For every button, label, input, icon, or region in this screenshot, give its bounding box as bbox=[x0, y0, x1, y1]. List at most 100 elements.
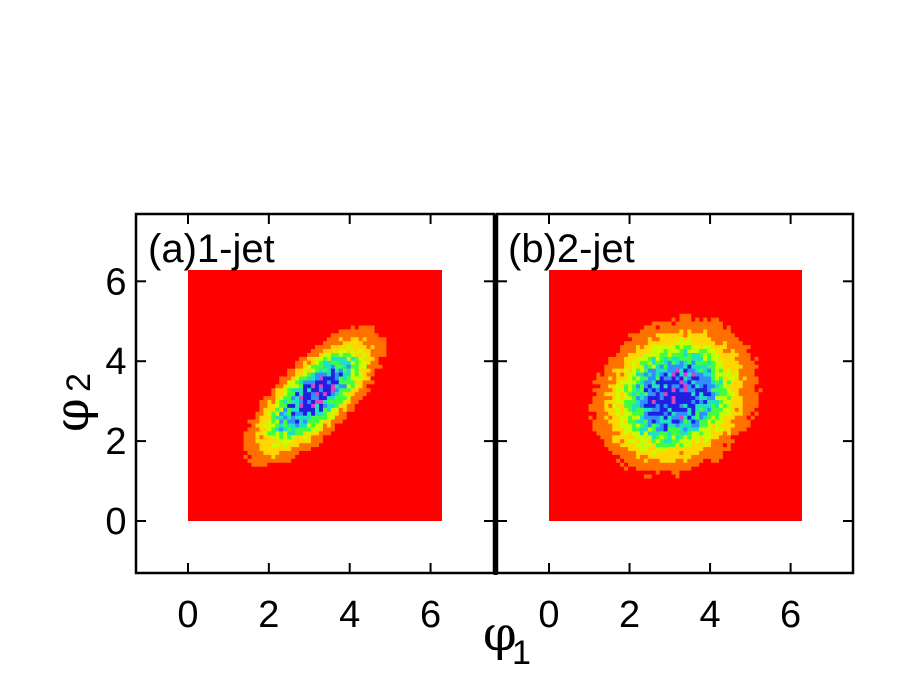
heatmap-cell bbox=[307, 509, 312, 514]
heatmap-cell bbox=[394, 497, 399, 502]
heatmap-cell bbox=[279, 481, 284, 487]
heatmap-cell bbox=[406, 387, 411, 393]
heatmap-cell bbox=[235, 513, 241, 518]
heatmap-cell bbox=[410, 438, 415, 444]
heatmap-cell bbox=[223, 422, 229, 428]
heatmap-cell bbox=[318, 430, 324, 436]
heatmap-cell bbox=[263, 438, 268, 444]
heatmap-cell bbox=[378, 383, 384, 389]
heatmap-cell bbox=[382, 458, 388, 463]
heatmap-cell bbox=[438, 293, 442, 299]
heatmap-cell bbox=[358, 505, 364, 510]
heatmap-cell bbox=[358, 379, 364, 385]
heatmap-cell bbox=[358, 273, 364, 279]
heatmap-cell bbox=[596, 360, 601, 365]
heatmap-cell bbox=[334, 430, 340, 436]
heatmap-cell bbox=[291, 446, 296, 451]
heatmap-cell bbox=[215, 313, 221, 318]
heatmap-cell bbox=[291, 407, 296, 412]
heatmap-cell bbox=[215, 470, 221, 475]
heatmap-cell bbox=[263, 497, 268, 502]
heatmap-cell bbox=[315, 399, 320, 404]
heatmap-cell bbox=[362, 277, 368, 283]
heatmap-cell bbox=[398, 368, 403, 373]
heatmap-cell bbox=[227, 379, 233, 385]
heatmap-cell bbox=[299, 368, 304, 373]
heatmap-cell bbox=[295, 371, 300, 377]
heatmap-cell bbox=[354, 493, 360, 499]
heatmap-cell bbox=[592, 391, 598, 397]
heatmap-cell bbox=[188, 407, 193, 412]
heatmap-cell bbox=[251, 368, 257, 373]
heatmap-cell bbox=[279, 387, 284, 393]
heatmap-cell bbox=[263, 305, 268, 310]
heatmap-cell bbox=[370, 387, 376, 393]
heatmap-cell bbox=[330, 513, 336, 518]
heatmap-cell bbox=[199, 387, 205, 393]
heatmap-cell bbox=[584, 305, 590, 310]
heatmap-cell bbox=[434, 387, 439, 393]
heatmap-cell bbox=[596, 497, 601, 502]
heatmap-cell bbox=[572, 466, 578, 471]
heatmap-cell bbox=[330, 313, 336, 318]
heatmap-cell bbox=[572, 371, 578, 377]
panel-b-2-jet: (b)2-jet bbox=[495, 212, 855, 575]
heatmap-cell bbox=[549, 419, 554, 424]
heatmap-cell bbox=[334, 403, 340, 408]
heatmap-cell bbox=[243, 442, 249, 448]
heatmap-cell bbox=[239, 344, 245, 350]
heatmap-cell bbox=[247, 415, 253, 420]
heatmap-cell bbox=[243, 454, 249, 459]
heatmap-cell bbox=[275, 407, 280, 412]
heatmap-cell bbox=[580, 422, 586, 428]
heatmap-cell bbox=[596, 395, 601, 401]
heatmap-cell bbox=[211, 320, 217, 326]
heatmap-cell bbox=[215, 442, 221, 448]
heatmap-cell bbox=[271, 438, 276, 444]
heatmap-cell bbox=[378, 434, 384, 440]
heatmap-cell bbox=[255, 277, 261, 283]
heatmap-cell bbox=[251, 470, 257, 475]
heatmap-cell bbox=[596, 313, 601, 318]
heatmap-cell bbox=[315, 281, 320, 287]
heatmap-cell bbox=[378, 391, 384, 397]
heatmap-cell bbox=[338, 320, 344, 326]
heatmap-cell bbox=[307, 434, 312, 440]
heatmap-cell bbox=[438, 438, 442, 444]
heatmap-cell bbox=[203, 497, 209, 502]
heatmap-cell bbox=[207, 281, 213, 287]
heatmap-cell bbox=[263, 364, 268, 369]
heatmap-cell bbox=[334, 450, 340, 455]
heatmap-cell bbox=[422, 320, 427, 326]
heatmap-cell bbox=[438, 301, 442, 306]
heatmap-cell bbox=[588, 438, 594, 444]
heatmap-cell bbox=[560, 481, 566, 487]
heatmap-cell bbox=[315, 360, 320, 365]
heatmap-cell bbox=[552, 419, 558, 424]
heatmap-cell bbox=[307, 344, 312, 350]
heatmap-cell bbox=[374, 297, 380, 302]
heatmap-cell bbox=[398, 485, 403, 491]
heatmap-cell bbox=[350, 324, 356, 330]
heatmap-cell bbox=[231, 497, 237, 502]
heatmap-cell bbox=[398, 348, 403, 353]
heatmap-cell bbox=[243, 285, 249, 291]
heatmap-cell bbox=[592, 450, 598, 455]
heatmap-cell bbox=[247, 340, 253, 346]
heatmap-cell bbox=[243, 360, 249, 365]
heatmap-cell bbox=[199, 489, 205, 495]
heatmap-cell bbox=[235, 273, 241, 279]
heatmap-cell bbox=[564, 289, 570, 295]
heatmap-cell bbox=[303, 391, 308, 397]
heatmap-cell bbox=[438, 493, 442, 499]
heatmap-cell bbox=[338, 317, 344, 322]
heatmap-cell bbox=[564, 352, 570, 357]
heatmap-cell bbox=[199, 273, 205, 279]
heatmap-cell bbox=[227, 313, 233, 318]
heatmap-cell bbox=[191, 317, 197, 322]
heatmap-cell bbox=[188, 305, 193, 310]
heatmap-cell bbox=[188, 281, 193, 287]
heatmap-cell bbox=[422, 289, 427, 295]
heatmap-cell bbox=[334, 317, 340, 322]
heatmap-cell bbox=[350, 305, 356, 310]
